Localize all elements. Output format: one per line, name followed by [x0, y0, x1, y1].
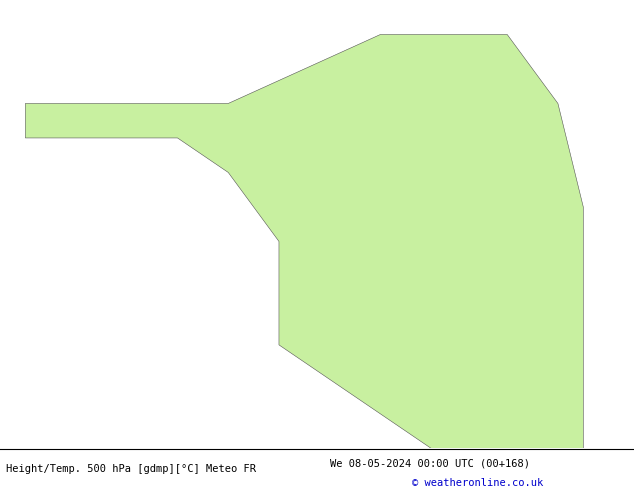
Text: Height/Temp. 500 hPa [gdmp][°C] Meteo FR: Height/Temp. 500 hPa [gdmp][°C] Meteo FR [6, 465, 256, 474]
Polygon shape [25, 34, 583, 448]
Text: © weatheronline.co.uk: © weatheronline.co.uk [412, 478, 543, 488]
Text: We 08-05-2024 00:00 UTC (00+168): We 08-05-2024 00:00 UTC (00+168) [330, 458, 529, 468]
